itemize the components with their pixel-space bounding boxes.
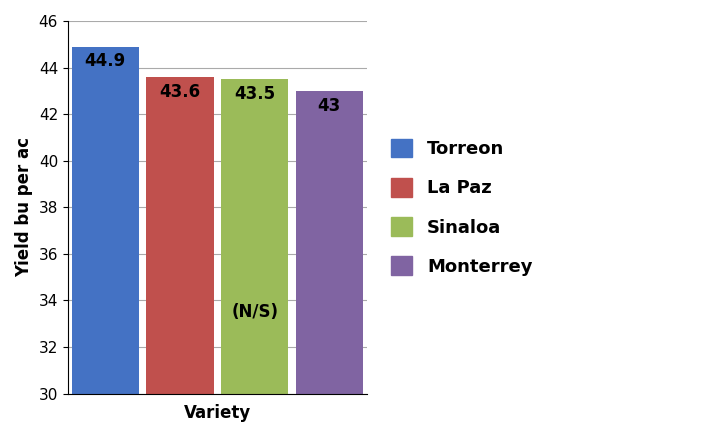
Bar (71, 47, 139, 437)
Bar (296, 91, 363, 437)
Y-axis label: Yield bu per ac: Yield bu per ac (15, 137, 33, 277)
Text: 43.6: 43.6 (159, 83, 200, 101)
Bar (221, 79, 288, 437)
Text: 43: 43 (318, 97, 341, 114)
Legend: Torreon, La Paz, Sinaloa, Monterrey: Torreon, La Paz, Sinaloa, Monterrey (382, 130, 541, 285)
Bar (146, 77, 214, 437)
X-axis label: Variety: Variety (184, 404, 251, 422)
Text: 44.9: 44.9 (84, 52, 126, 70)
Text: 43.5: 43.5 (234, 85, 275, 103)
Text: (N/S): (N/S) (231, 303, 278, 321)
